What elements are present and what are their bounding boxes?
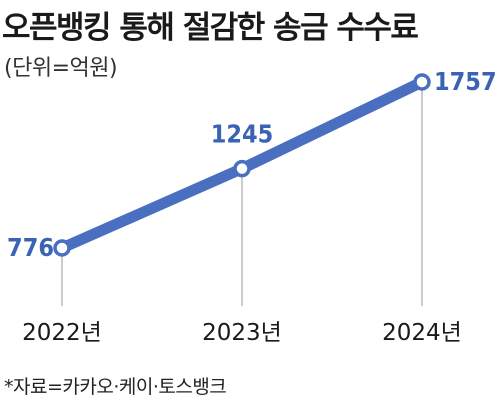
x-tick-label-2: 2024년 (382, 320, 462, 346)
data-label-0: 776 (7, 233, 54, 262)
data-point-1 (233, 159, 251, 178)
data-label-1: 1245 (211, 120, 274, 149)
unit-label: (단위=억원) (4, 56, 118, 81)
x-tick-label-0: 2022년 (22, 320, 102, 346)
chart-title: 오픈뱅킹 통해 절감한 송금 수수료 (2, 10, 419, 46)
data-label-2: 1757 (434, 67, 497, 96)
data-point-0 (53, 239, 71, 257)
x-tick-label-1: 2023년 (202, 320, 282, 346)
source-note: *자료=카카오·케이·토스뱅크 (4, 376, 227, 398)
data-point-2 (413, 73, 431, 91)
